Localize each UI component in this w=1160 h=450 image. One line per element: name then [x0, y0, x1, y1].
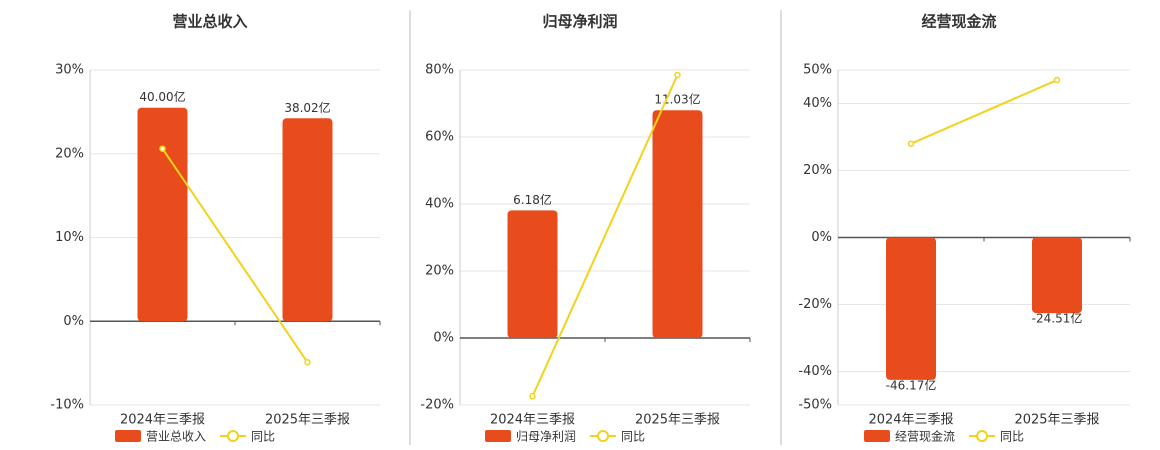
yoy-line [531, 74, 679, 397]
legend-label: 营业总收入 [146, 430, 206, 444]
x-tick-label: 2025年三季报 [265, 413, 350, 428]
x-tick-label: 2024年三季报 [868, 413, 953, 428]
y-tick-label: -40% [798, 364, 832, 379]
y-tick-label: -20% [420, 398, 454, 413]
y-tick-label: 80% [425, 63, 454, 78]
yoy-line [910, 79, 1058, 145]
legend-swatch [485, 430, 511, 442]
yoy-point [304, 359, 311, 366]
chart-title: 经营现金流 [921, 13, 996, 31]
chart-title: 归母净利润 [542, 13, 617, 31]
legend-swatch [115, 430, 141, 442]
y-tick-label: -10% [50, 398, 84, 413]
legend-swatch [597, 430, 610, 442]
x-tick-label: 2025年三季报 [635, 413, 720, 428]
legend-swatch [976, 430, 989, 442]
y-tick-label: 20% [55, 146, 84, 161]
x-tick-label: 2024年三季报 [490, 413, 575, 428]
bar-value-label: 11.03亿 [654, 92, 700, 107]
yoy-point [159, 145, 166, 152]
bar-value-label: -24.51亿 [1032, 311, 1083, 326]
chart-title: 营业总收入 [172, 13, 247, 31]
y-tick-label: -50% [798, 398, 832, 413]
legend-swatch [864, 430, 890, 442]
yoy-point [1053, 76, 1061, 84]
y-tick-label: 10% [55, 230, 84, 245]
yoy-point [907, 140, 915, 147]
y-tick-label: 0% [63, 314, 84, 329]
legend-label: 同比 [621, 430, 645, 444]
yoy-line [161, 148, 309, 363]
y-tick-label: 50% [803, 63, 832, 78]
bar-value-label: 6.18亿 [513, 192, 552, 207]
yoy-point [674, 71, 681, 79]
legend-label: 同比 [251, 430, 275, 444]
y-tick-label: 20% [425, 264, 454, 279]
legend-swatch [227, 430, 240, 442]
y-tick-label: 30% [55, 63, 84, 78]
x-tick-label: 2024年三季报 [120, 413, 205, 428]
y-tick-label: 40% [803, 96, 832, 111]
legend-label: 经营现金流 [895, 429, 955, 444]
x-tick-label: 2025年三季报 [1014, 413, 1099, 428]
bar [282, 118, 333, 322]
bar-value-label: -46.17亿 [886, 377, 937, 392]
bar-value-label: 40.00亿 [139, 89, 185, 104]
y-tick-label: 40% [425, 197, 454, 212]
y-tick-label: 60% [425, 130, 454, 145]
bar [137, 107, 188, 322]
legend-label: 同比 [1000, 430, 1024, 444]
y-tick-label: 20% [803, 163, 832, 178]
legend-label: 归母净利润 [516, 430, 576, 444]
bar [886, 237, 936, 380]
bar [507, 210, 558, 338]
y-tick-label: -20% [798, 297, 832, 312]
y-tick-label: 0% [433, 331, 454, 346]
bar-value-label: 38.02亿 [284, 100, 330, 115]
bar [1032, 237, 1082, 314]
yoy-point [529, 393, 536, 400]
bar [652, 110, 703, 338]
y-tick-label: 0% [811, 230, 832, 245]
